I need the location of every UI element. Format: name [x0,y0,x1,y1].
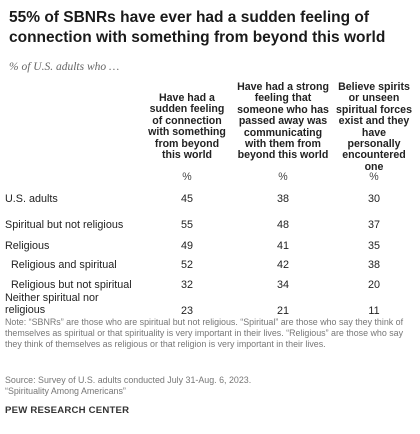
source-block: Source: Survey of U.S. adults conducted … [5,375,415,397]
row-label: Spiritual but not religious [5,219,124,231]
table-cell-value: 52 [180,259,193,271]
row-label: Religious and spiritual [11,259,117,271]
table-cell-value: 48 [276,219,289,231]
source-line: Source: Survey of U.S. adults conducted … [5,375,252,385]
chart-title: 55% of SBNRs have ever had a sudden feel… [9,9,386,46]
report-title: “Spirituality Among Americans” [5,385,126,396]
table-cell-value: 49 [180,240,193,252]
table-cell-value: 55 [180,219,193,231]
row-label: Religious [5,240,50,252]
unit-label: % [182,171,192,183]
unit-label: % [278,171,288,183]
chart-subtitle: % of U.S. adults who … [9,61,120,73]
column-header: Believe spirits or unseen spiritual forces… [336,81,412,173]
table-cell-value: 38 [367,259,380,271]
row-label: U.S. adults [5,193,58,205]
table-cell-value: 11 [368,305,380,317]
table-cell-value: 34 [276,279,289,291]
row-label: Religious but not spiritual [11,279,132,291]
column-header: Have had a strong feeling that someone who… [237,81,329,162]
column-header: Have had a sudden feeling of connection wit… [148,92,226,162]
table-cell-value: 38 [276,193,289,205]
table-cell-value: 23 [180,305,193,317]
table-cell-value: 41 [276,240,289,252]
table-cell-value: 20 [367,279,380,291]
table-cell-value: 30 [367,193,380,205]
row-label: Neither spiritual nor religious [5,292,99,316]
table-cell-value: 21 [276,305,289,317]
table-cell-value: 45 [180,193,193,205]
table-cell-value: 32 [180,279,193,291]
table-cell-value: 37 [367,219,380,231]
table-cell-value: 35 [367,240,380,252]
pew-research-logo-text: PEW RESEARCH CENTER [5,405,130,416]
footnote: Note: “SBNRs” are those who are spiritua… [5,317,404,349]
table-cell-value: 42 [276,259,289,271]
unit-label: % [369,171,379,183]
